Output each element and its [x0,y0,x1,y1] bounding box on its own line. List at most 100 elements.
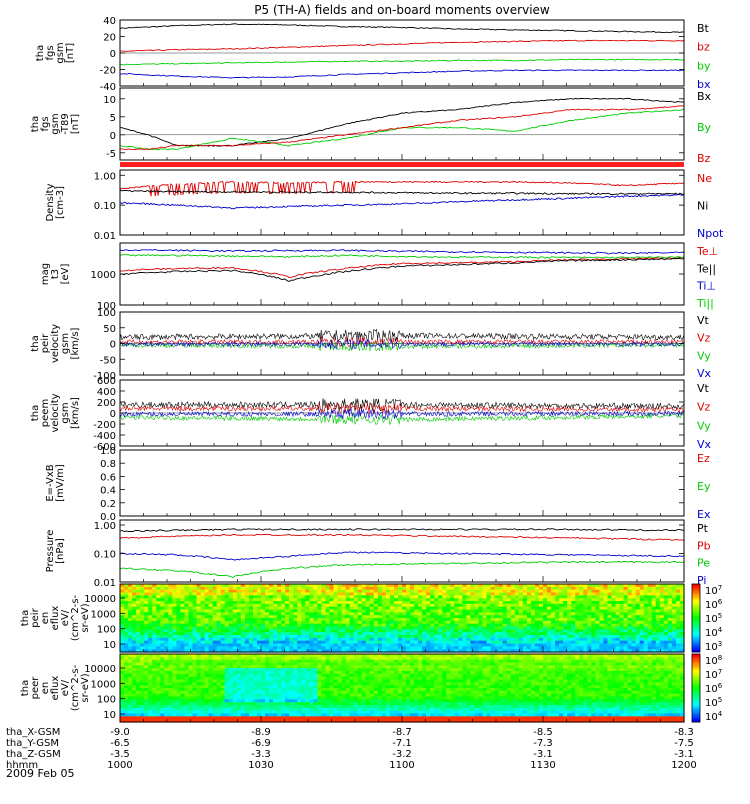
y-axis-label-line: sr-eV) [80,603,91,632]
y-tick-label: 10 [103,95,116,106]
y-tick-label: -20 [100,66,116,77]
y-axis-label-line: [nPa] [55,538,66,564]
y-tick-label: 10000 [84,594,116,605]
figure-title: P5 (TH-A) fields and on-board moments ov… [254,3,550,17]
legend-entry-Ti⊥: Ti⊥ [696,280,716,293]
y-tick-label: 0.6 [100,472,116,483]
series-By-line [120,109,684,150]
heatmap-cells [120,654,685,723]
y-tick-label: 0.8 [100,459,116,470]
series-bz-line [120,40,684,51]
legend-entry-Vx: Vx [697,438,712,451]
y-tick-label: -200 [93,420,116,431]
colorbar-tick-label: 107 [705,584,722,597]
legend-entry-Ni: Ni [697,200,708,213]
legend-entry-Ey: Ey [697,480,711,493]
series-Pe-line [120,561,684,577]
y-axis-label-line: [eV] [60,264,71,285]
legend-entry-Ne: Ne [697,172,712,185]
y-tick-label: -40 [100,82,116,93]
y-axis-label-line: [km/s] [70,397,81,429]
y-tick-label: -400 [93,431,116,442]
legend-entry-Pe: Pe [697,557,710,570]
series-Vy-line [120,414,684,425]
y-tick-label: 0.4 [100,486,116,497]
y-tick-label: 0 [110,131,116,142]
y-axis-label-line: [cm-3] [55,186,66,219]
legend-entry-bz: bz [697,41,710,54]
y-tick-label: 0.10 [94,201,116,212]
series-bx-line [120,70,684,78]
y-tick-label: 20 [103,33,116,44]
legend-entry-Vt: Vt [697,314,710,327]
series-Pb-line [120,534,684,541]
legend-entry-Pt: Pt [697,522,709,535]
legend-entry-Ex: Ex [697,508,711,521]
y-tick-label: 600 [97,376,116,387]
y-tick-label: 1000 [91,609,116,620]
series-by-line [120,59,684,65]
legend-entry-Te||: Te|| [696,262,716,275]
y-tick-label: 1.00 [94,171,116,182]
series-Ti⊥-line [120,250,684,254]
legend-entry-Pb: Pb [697,539,711,552]
series-Npot-line [120,194,684,208]
series-Bx-line [120,98,684,146]
legend-entry-Vt: Vt [697,382,710,395]
y-tick-label: 0 [110,409,116,420]
panel-frame [120,170,684,235]
legend-entry-Bz: Bz [697,152,711,165]
panel-frame [120,450,684,516]
legend-entry-Vz: Vz [697,401,711,414]
y-axis-label-line: [nT] [70,114,81,134]
legend-entry-Bx: Bx [697,90,712,103]
y-tick-label: 0.01 [94,231,116,242]
y-tick-label: 40 [103,16,116,27]
y-tick-label: 0 [110,340,116,351]
series-Pi-line [120,552,684,560]
legend-entry-Ti||: Ti|| [696,297,714,310]
y-tick-label: 200 [97,398,116,409]
series-Bt-line [120,24,684,33]
y-tick-label: 100 [97,625,116,636]
y-axis-label-line: [km/s] [70,327,81,359]
series-Pt-line [120,529,684,532]
y-tick-label: 50 [103,324,116,335]
series-Ti||-line [120,255,684,259]
y-tick-label: 100 [97,308,116,319]
y-tick-label: 0.10 [94,550,116,561]
series-Bz-line [120,106,684,150]
series-Te||-line [120,258,684,281]
y-tick-label: 0.2 [100,499,116,510]
heatmap-cells [120,584,685,653]
y-tick-label: 1.0 [100,446,116,457]
colorbar-tick-label: 103 [705,640,722,653]
y-tick-label: 10 [103,640,116,651]
y-axis-label: Pressure[nPa] [45,530,66,573]
y-tick-label: 400 [97,387,116,398]
colorbar-tick-label: 104 [705,626,723,639]
legend-entry-By: By [697,121,712,134]
legend-entry-Te⊥: Te⊥ [696,245,718,258]
y-tick-label: 5 [110,113,116,124]
y-axis-label-line: [mV/m] [55,464,66,502]
y-axis-label-line: [nT] [65,43,76,63]
y-axis-label: Density[cm-3] [45,183,66,221]
separator-bar [120,162,684,167]
